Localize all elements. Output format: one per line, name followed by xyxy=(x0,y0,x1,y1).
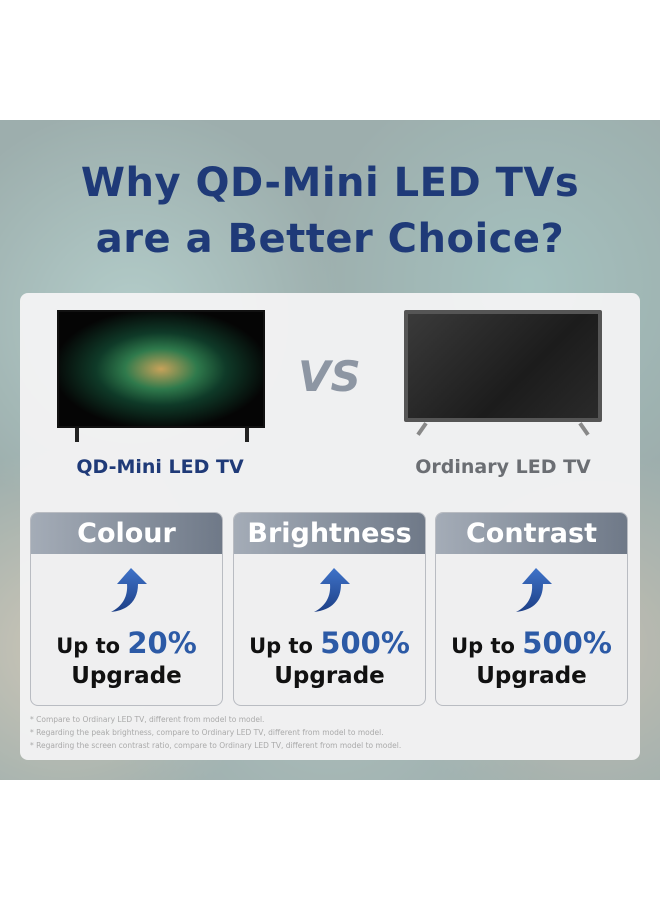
upgrade-label: Upgrade xyxy=(71,663,182,689)
qd-mini-led-label: QD-Mini LED TV xyxy=(76,456,244,478)
headline-line-1: Why QD-Mini LED TVs xyxy=(80,160,580,206)
ordinary-led-label: Ordinary LED TV xyxy=(415,456,591,478)
card-title: Colour xyxy=(31,513,222,554)
feature-card-colour: Colour Up to 20% Upgrade xyxy=(30,512,223,706)
tv-stand xyxy=(245,428,249,442)
footnote: * Regarding the screen contrast ratio, c… xyxy=(30,741,402,750)
feature-card-contrast: Contrast Up to 500% Upgrade xyxy=(435,512,628,706)
upgrade-amount: Up to 500% xyxy=(451,626,612,660)
upgrade-label: Upgrade xyxy=(476,663,587,689)
arrow-up-icon xyxy=(314,568,350,612)
tv-stand xyxy=(75,428,79,442)
upgrade-label: Upgrade xyxy=(274,663,385,689)
ordinary-led-tv-image xyxy=(404,310,602,422)
footnote: * Compare to Ordinary LED TV, different … xyxy=(30,715,265,724)
qd-mini-led-tv-image xyxy=(57,310,265,428)
feature-card-brightness: Brightness Up to 500% Upgrade xyxy=(233,512,426,706)
footnote: * Regarding the peak brightness, compare… xyxy=(30,728,384,737)
vs-mark: VS xyxy=(298,352,361,401)
card-title: Brightness xyxy=(234,513,425,554)
card-title: Contrast xyxy=(436,513,627,554)
arrow-up-icon xyxy=(111,568,147,612)
headline-line-2: are a Better Choice? xyxy=(95,216,565,262)
upgrade-amount: Up to 500% xyxy=(249,626,410,660)
upgrade-amount: Up to 20% xyxy=(56,626,197,660)
arrow-up-icon xyxy=(516,568,552,612)
